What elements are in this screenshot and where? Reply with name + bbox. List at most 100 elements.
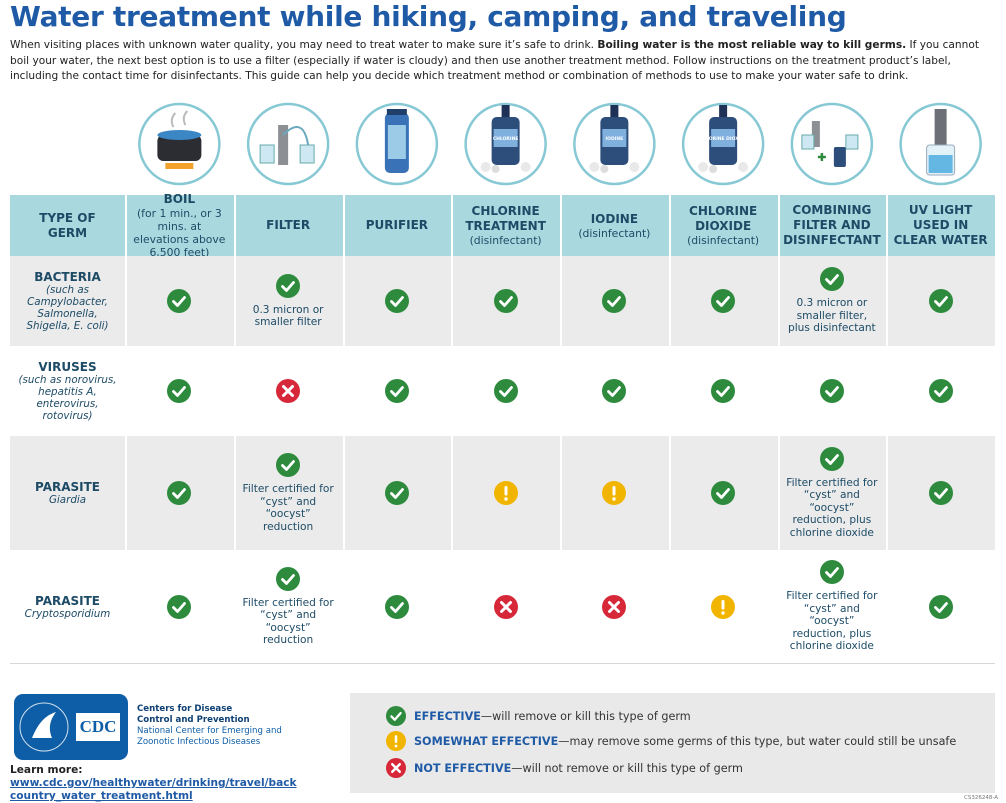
column-divider: [668, 256, 671, 346]
check: [389, 296, 404, 307]
column-divider: [451, 256, 454, 346]
header-divider: [886, 195, 889, 256]
icon-shape: [501, 105, 510, 117]
rating-icon: [819, 560, 844, 585]
rating-cell: Filter certified for “cyst” and “oocyst”…: [234, 550, 343, 663]
check: [172, 601, 187, 613]
row-background: [10, 256, 995, 346]
icon-disc: [602, 594, 627, 619]
header-divider: [125, 195, 127, 256]
icon-disc: [167, 379, 192, 403]
rating-cell: [343, 436, 452, 550]
logo-background: [14, 694, 128, 760]
cell-note: Filter certified for “cyst” and “oocyst”…: [786, 476, 878, 539]
check: [498, 386, 513, 397]
header-divider: [777, 195, 780, 256]
icon-shape: [711, 129, 736, 147]
icon-shape: [817, 153, 826, 161]
rating-cell: [669, 256, 778, 346]
header-germ-text: TYPE OF GERM: [39, 210, 96, 240]
rating-icon: [276, 273, 301, 298]
rating-icon: [386, 731, 406, 751]
exclaim-dot: [503, 497, 508, 501]
cdc-logo: CDC: [14, 694, 128, 760]
rating-cell: [451, 346, 560, 436]
icon-disc: [928, 289, 953, 313]
rating-cell: [234, 346, 343, 436]
column-divider: [886, 550, 889, 663]
exclaim-bar: [394, 735, 398, 744]
rating-icon: [386, 706, 406, 726]
rating-cell: [886, 550, 995, 663]
check: [716, 296, 731, 307]
exclaim-dot: [721, 610, 725, 615]
germ-name: BACTERIA: [34, 270, 101, 284]
check: [498, 296, 513, 307]
column-divider: [125, 550, 127, 663]
icon-disc: [276, 566, 301, 591]
icon-disc: [167, 289, 192, 313]
exclaim-bar: [721, 599, 725, 609]
icon-shape: [387, 125, 406, 159]
column-divider: [342, 436, 345, 550]
header-cell: COMBINING FILTER AND DISINFECTANT: [778, 195, 887, 256]
check: [933, 601, 948, 613]
column-divider: [777, 256, 780, 346]
legend-text: —will not remove or kill this type of ge…: [511, 761, 743, 775]
icon-shape: [698, 162, 709, 172]
learn-more-label: Learn more:: [10, 764, 83, 776]
rating-cell: [560, 346, 669, 436]
header-divider: [668, 195, 671, 256]
icon-disc: [167, 481, 192, 505]
rating-cell: [343, 346, 452, 436]
rating-icon: [493, 594, 518, 619]
rating-icon: [493, 379, 518, 403]
rating-cell: [778, 346, 887, 436]
rating-cell: [886, 436, 995, 550]
title: Water treatment while hiking, camping, a…: [10, 0, 847, 33]
germ-cell: VIRUSES (such as norovirus, hepatitis A, …: [10, 346, 125, 436]
column-note: (disinfectant): [687, 234, 760, 247]
check: [933, 296, 948, 307]
icon-shape: [629, 162, 640, 172]
icon-disc: [493, 481, 518, 505]
bottle-label: CHLORINE: [493, 136, 519, 142]
rating-cell: [560, 550, 669, 663]
logo-seal: [19, 702, 69, 752]
column-divider: [233, 550, 236, 663]
method-icons: CHLORINE IODINE CHLORINE DIOXIDE: [138, 102, 982, 186]
header-divider: [451, 195, 454, 256]
row-background: [10, 346, 995, 436]
header-cell: FILTER: [234, 195, 343, 256]
germ-name: VIRUSES: [38, 360, 97, 374]
rating-cell: [886, 256, 995, 346]
check: [716, 488, 731, 499]
cross: [608, 600, 621, 613]
icon-shape: [299, 144, 315, 164]
column-name: PURIFIER: [365, 218, 429, 232]
icon-disc: [819, 267, 844, 292]
cell-note: Filter certified for “cyst” and “oocyst”…: [786, 590, 878, 653]
check: [824, 567, 839, 579]
column-name: UV LIGHT USED IN CLEAR WATER: [893, 203, 988, 247]
exclaim-dot: [612, 497, 617, 501]
column-divider: [777, 436, 780, 550]
column-divider: [560, 346, 562, 436]
icon-shape: [157, 130, 202, 140]
learn-more: Learn more: www.cdc.gov/healthywater/dri…: [10, 764, 300, 803]
column-divider: [668, 550, 671, 663]
check: [607, 296, 622, 307]
learn-more-link[interactable]: www.cdc.gov/healthywater/drinking/travel…: [10, 777, 297, 802]
cell-note: Filter certified for “cyst” and “oocyst”…: [242, 596, 334, 647]
icon-shape: [157, 135, 202, 161]
check: [607, 386, 622, 397]
header-germ: TYPE OF GERM: [10, 195, 125, 256]
rating-icon: [928, 379, 953, 403]
org-name: Centers for Disease Control and Preventi…: [137, 704, 250, 725]
icon-disc: [384, 379, 409, 403]
rating-cell: [451, 550, 560, 663]
column-divider: [342, 256, 345, 346]
check: [389, 601, 404, 613]
icon-disc: [928, 594, 953, 619]
rating-cell: [451, 436, 560, 550]
